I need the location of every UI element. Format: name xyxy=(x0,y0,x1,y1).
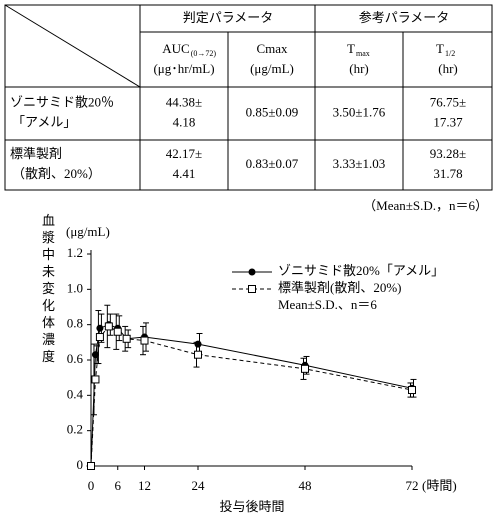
x-tick-label: 48 xyxy=(299,478,312,493)
marker xyxy=(194,340,202,348)
cell: 0.83±0.07 xyxy=(246,156,299,171)
column-sub: (0→72) xyxy=(191,49,217,58)
y-label: (μg/mL) xyxy=(66,224,110,239)
column-unit: (μg･hr/mL) xyxy=(153,61,214,76)
marker xyxy=(113,327,122,336)
column-unit: (μg/mL) xyxy=(250,61,294,76)
cell: 44.38± xyxy=(166,94,202,109)
legend-marker xyxy=(248,285,256,293)
marker xyxy=(140,336,149,345)
marker xyxy=(301,364,309,373)
column-unit: (hr) xyxy=(438,61,458,76)
marker xyxy=(122,334,131,343)
legend-marker xyxy=(248,268,256,276)
marker xyxy=(87,462,95,470)
series-line xyxy=(90,325,413,467)
marker xyxy=(91,375,100,384)
cell: 3.33±1.03 xyxy=(333,156,386,171)
x-tick-label: 12 xyxy=(138,478,151,493)
column-name: T xyxy=(347,41,355,56)
cell: 76.75± xyxy=(430,94,466,109)
cell: 31.78 xyxy=(433,166,462,181)
y-tick-label: 0.8 xyxy=(67,316,83,331)
y-tick-label: 1.0 xyxy=(67,280,83,295)
column-sub: max xyxy=(356,49,370,58)
table-frame xyxy=(4,4,493,191)
y-title: 血漿中未変化体濃度 xyxy=(40,214,55,367)
column-sub: 1/2 xyxy=(445,49,455,58)
cell: 17.37 xyxy=(433,114,463,129)
series-line xyxy=(90,324,413,467)
y-tick-label: 0 xyxy=(77,457,84,472)
marker xyxy=(408,386,416,395)
x-tick-label: 6 xyxy=(115,478,122,493)
column-name: Cmax xyxy=(256,41,288,56)
group-header: 判定パラメータ xyxy=(183,10,274,25)
chart-note: Mean±S.D.、n＝6 xyxy=(278,297,377,312)
cell: 93.28± xyxy=(430,146,466,161)
row-label: （散剤、20%） xyxy=(12,166,101,181)
y-tick-label: 0.6 xyxy=(67,351,84,366)
table-note: （Mean±S.D.，n＝6） xyxy=(363,198,488,213)
row-label: 「アメル」 xyxy=(12,114,76,129)
cell: 4.18 xyxy=(173,114,196,129)
group-header: 参考パラメータ xyxy=(359,10,450,25)
column-name: AUC xyxy=(162,41,189,56)
legend-label: 標準製剤(散剤、20%) xyxy=(278,280,402,295)
x-tick-label: 0 xyxy=(88,478,95,493)
cell: 0.85±0.09 xyxy=(246,104,299,119)
marker xyxy=(96,324,104,332)
row-label: ゾニサミド散20％ xyxy=(10,94,114,109)
column-unit: (hr) xyxy=(349,61,369,76)
marker xyxy=(95,333,104,342)
cell: 3.50±1.76 xyxy=(333,104,386,119)
row-label: 標準製剤 xyxy=(10,146,62,161)
column-name: T xyxy=(436,41,444,56)
cell: 42.17± xyxy=(166,146,202,161)
y-tick-label: 1.2 xyxy=(67,245,83,260)
marker xyxy=(194,350,202,359)
x-tick-label: 72 xyxy=(406,478,419,493)
marker xyxy=(104,322,113,331)
x-label: 投与後時間 xyxy=(219,499,284,514)
legend-label: ゾニサミド散20%「アメル」 xyxy=(278,263,444,278)
y-tick-label: 0.4 xyxy=(67,386,84,401)
y-tick-label: 0.2 xyxy=(67,422,83,437)
x-unit: (時間) xyxy=(422,478,457,493)
cell: 4.41 xyxy=(173,166,196,181)
x-tick-label: 24 xyxy=(192,478,206,493)
